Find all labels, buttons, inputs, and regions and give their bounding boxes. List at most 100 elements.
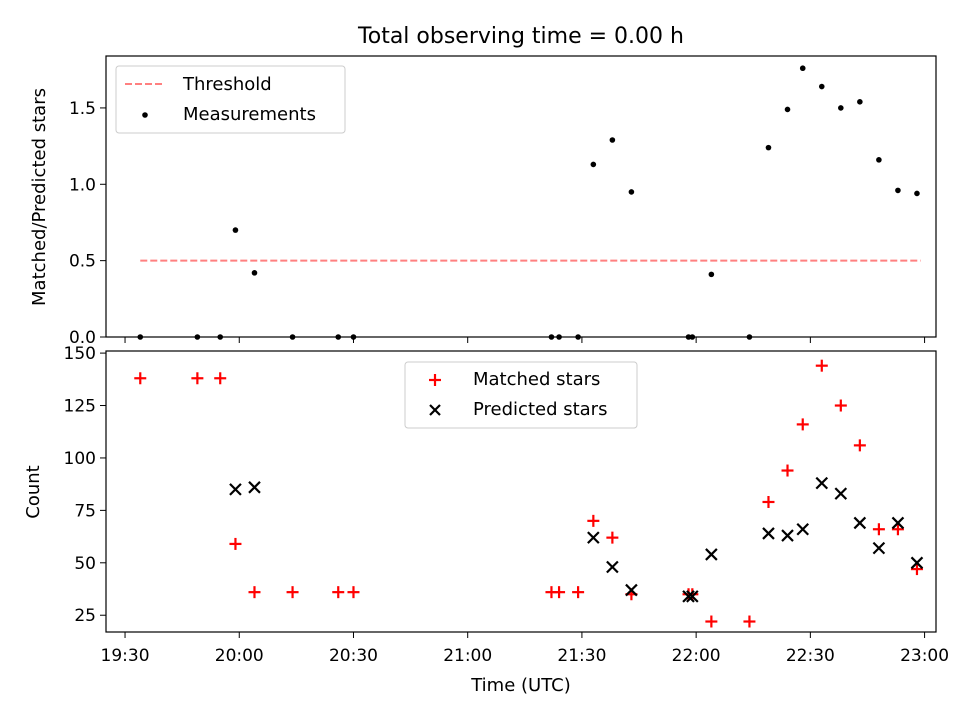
measurement-point [609,137,616,143]
x-axis-label: Time (UTC) [470,675,571,696]
matched-star-point [686,588,699,601]
matched-star-point [332,586,345,599]
predicted-star-point [248,481,261,494]
predicted-star-point [686,590,699,603]
matched-star-point [229,537,242,550]
x-tick-label: 19:30 [101,646,150,666]
bottom-y-tick-label: 125 [64,397,96,417]
matched-star-point [910,563,923,576]
measurement-point [857,99,863,105]
x-tick-label: 20:30 [329,646,378,666]
predicted-star-point [834,487,848,500]
legend-matched-label: Matched stars [473,369,600,390]
x-tick-label: 22:30 [786,646,835,666]
bottom-plot-area: 25 50 75 100 125 150 19:30 20:00 20:30 21:00 21:30… [64,344,950,666]
top-y-tick-label: 0.5 [69,252,96,272]
matched-star-point [853,439,866,452]
bottom-y-tick-label: 50 [74,554,96,574]
marker-stroke [891,516,905,530]
bottom-legend-box [404,361,638,429]
bottom-y-tick-label: 25 [74,606,96,626]
predicted-star-point [229,483,242,496]
measurement-point [914,190,920,197]
measurement-point [799,65,806,72]
predicted-star-point [853,516,867,530]
bottom-axes-frame [105,350,937,633]
predicted-star-point [796,522,810,536]
top-legend-box [115,65,346,134]
marker-stroke [606,560,619,574]
x-tick-label: 20:00 [215,646,264,666]
bottom-panel: Count Time (UTC) 25 50 75 100 125 150 19:30 20:… [23,344,949,696]
marker-stroke [248,481,261,494]
predicted-star-point [606,560,619,574]
marker-stroke [705,548,718,561]
predicted-star-point [587,531,600,544]
measurement-point [590,161,597,168]
measurement-point [784,106,791,113]
x-tick-label: 21:30 [557,646,606,666]
marker-stroke [910,556,924,570]
marker-stroke [625,583,638,597]
predicted-star-point [625,583,638,597]
marker-stroke [229,483,242,496]
legend-predicted-swatch [429,404,441,416]
marker-stroke [682,590,695,603]
matched-star-point [606,531,619,544]
bottom-y-axis-label: Count [23,465,44,518]
matched-star-point [705,615,718,628]
matched-star-point [572,586,585,599]
marker-stroke [872,541,886,555]
matched-star-point [796,418,809,431]
bottom-y-tick-label: 150 [64,344,96,364]
matched-star-point [214,372,227,385]
marker-stroke [796,522,810,536]
predicted-star-point [891,516,905,530]
marker-stroke [686,590,699,603]
matched-star-point [762,495,775,508]
measurement-point [628,189,635,195]
matched-star-point [553,586,566,599]
marker-stroke [853,516,867,530]
top-y-tick-label: 1.0 [69,175,96,195]
measurement-point [232,227,239,233]
marker-stroke [781,529,794,542]
x-tick-label: 22:00 [672,646,721,666]
matched-star-point [891,523,904,536]
matched-star-point [834,399,847,412]
predicted-star-point [682,590,695,603]
marker-stroke [834,487,848,500]
predicted-star-point [872,541,886,555]
matched-star-point [191,372,204,385]
matched-star-point [872,523,885,536]
measurement-point [818,83,825,90]
measurement-point [876,157,882,163]
top-panel: Total observing time = 0.00 h Matched/Pr… [29,24,937,348]
top-plot-area: 0.0 0.5 1.0 1.5 [69,65,926,348]
measurement-point [251,270,258,276]
matched-star-point [781,464,794,477]
legend-measurements-swatch [142,112,148,118]
marker-stroke [587,531,600,544]
bottom-y-tick-label: 100 [64,449,96,469]
top-axes-frame [105,55,937,338]
top-y-tick-label: 0.0 [69,328,96,348]
measurement-point [838,105,844,111]
predicted-star-point [705,548,718,561]
predicted-star-point [781,529,794,542]
chart-title: Total observing time = 0.00 h [357,24,684,49]
matched-star-point [347,586,360,599]
marker-stroke [815,476,829,490]
matched-star-point [815,359,828,372]
x-tick-label: 23:00 [900,646,949,666]
top-legend: Threshold Measurements [115,65,346,134]
matched-star-point [286,586,299,599]
legend-predicted-label: Predicted stars [473,399,607,420]
measurement-point [895,187,901,194]
measurement-point [765,144,772,151]
matched-star-point [134,372,147,385]
marker-stroke [762,527,775,540]
matched-star-point [743,615,756,628]
bottom-y-tick-label: 75 [74,501,96,521]
legend-measurements-label: Measurements [183,104,316,125]
